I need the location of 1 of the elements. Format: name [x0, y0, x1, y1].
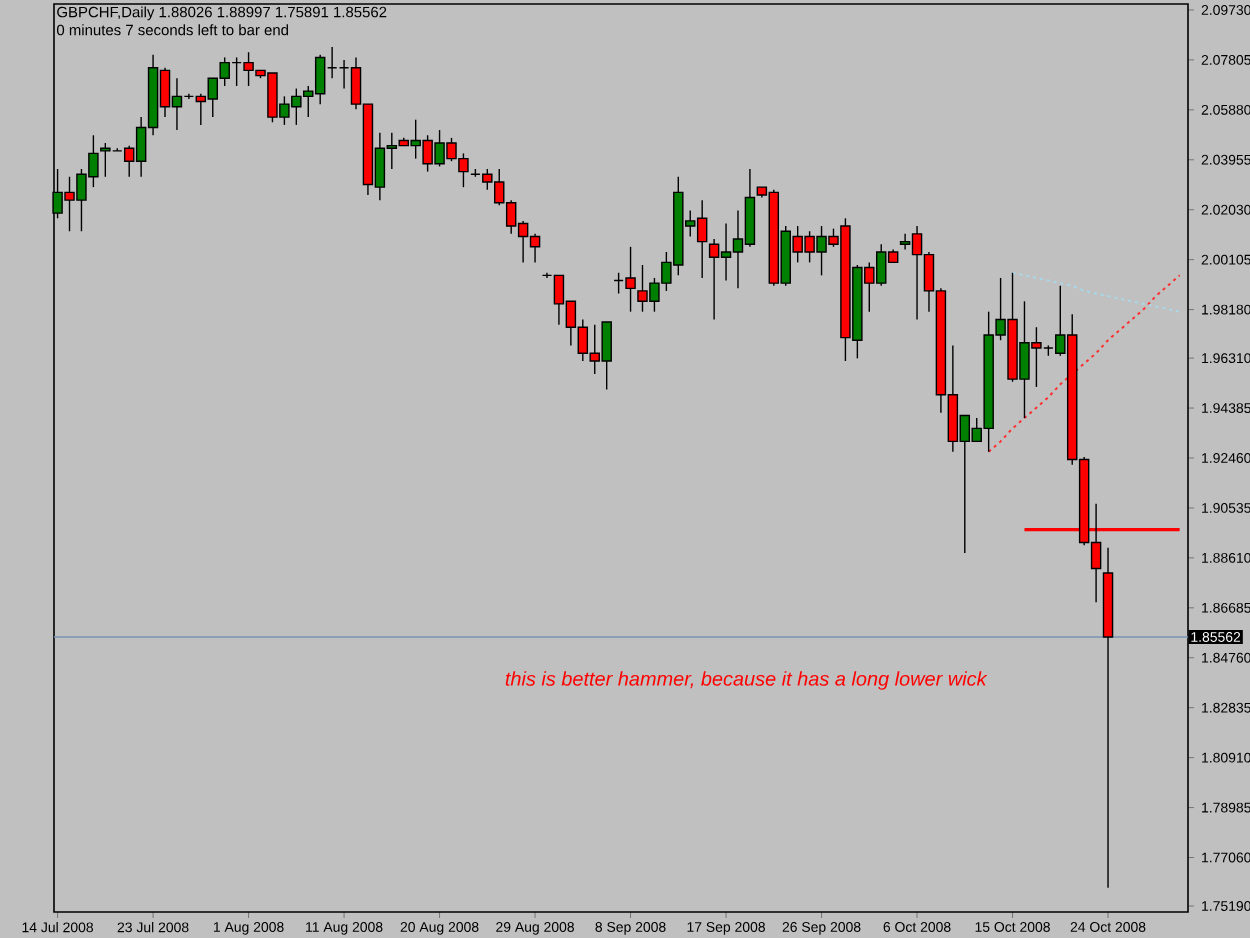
annotation: this is better hammer, because it has a long lower wick	[505, 671, 988, 690]
